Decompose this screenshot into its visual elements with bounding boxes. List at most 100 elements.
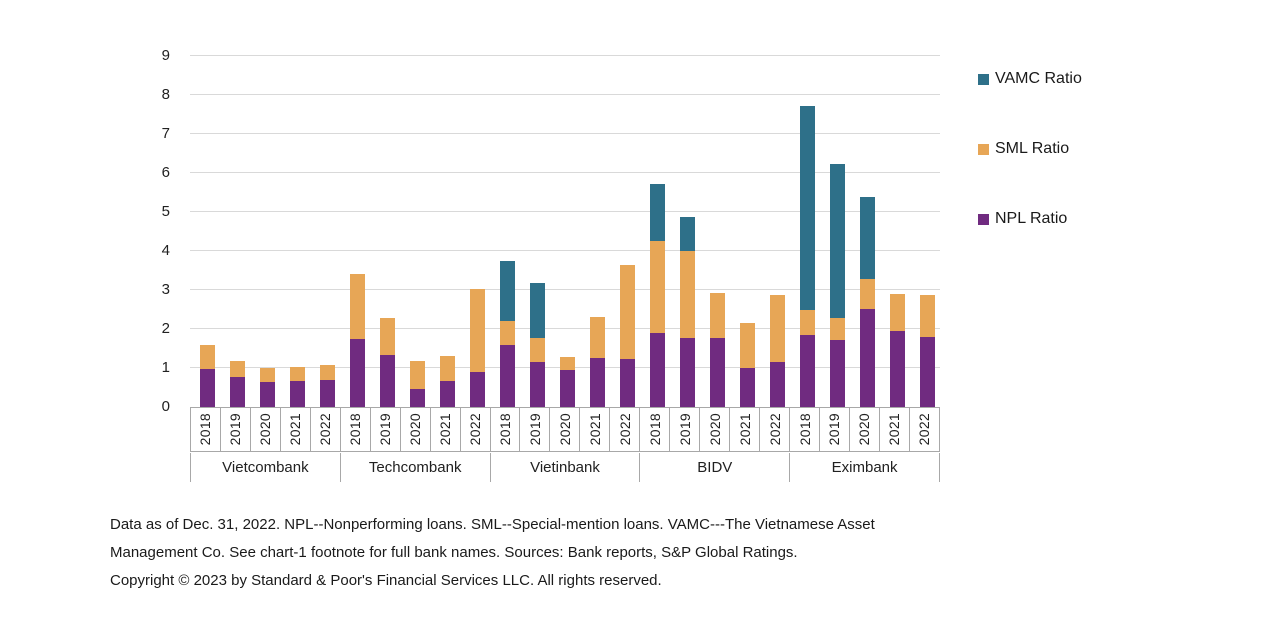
x-axis-group-label-bidv: BIDV [640,453,791,482]
x-axis-year-label-techcombank-2018: 2018 [341,408,371,451]
bar-segment-npl-bidv-2022 [770,361,785,407]
bar-segment-sml-bidv-2018 [650,240,665,333]
footnote-line: Copyright © 2023 by Standard & Poor's Fi… [110,572,662,589]
gridline-4 [190,250,940,251]
year-label-text: 2018 [796,413,813,446]
bar-segment-sml-vietcombank-2018 [200,344,215,369]
x-axis-year-label-vietcombank-2020: 2020 [251,408,281,451]
year-label-text: 2019 [526,413,543,446]
year-label-text: 2020 [706,413,723,446]
year-label-text: 2022 [467,413,484,446]
year-label-text: 2020 [856,413,873,446]
y-axis: 0 1 2 3 4 5 6 7 8 9 [138,47,180,415]
bar-segment-npl-vietcombank-2020 [260,382,275,407]
bar-segment-npl-techcombank-2022 [470,371,485,407]
bar-segment-sml-eximbank-2021 [890,293,905,331]
year-label-text: 2021 [736,413,753,446]
bar-segment-vamc-eximbank-2020 [860,197,875,280]
year-label-text: 2018 [497,413,513,446]
x-axis-year-label-techcombank-2019: 2019 [371,408,401,451]
y-axis-tick-label-8: 8 [161,86,170,103]
legend-label: NPL Ratio [995,210,1068,227]
x-axis-year-label-techcombank-2020: 2020 [401,408,431,451]
y-axis-tick-label-5: 5 [161,203,170,220]
bar-segment-sml-vietcombank-2019 [230,361,245,377]
year-label-text: 2022 [317,413,334,446]
x-axis-year-label-eximbank-2021: 2021 [880,408,910,451]
bar-segment-sml-vietinbank-2020 [560,357,575,371]
bar-segment-npl-techcombank-2018 [350,338,365,407]
legend-label: SML Ratio [995,140,1070,157]
x-axis-year-label-bidv-2021: 2021 [730,408,761,451]
bar-segment-sml-vietcombank-2022 [320,364,335,380]
x-axis-year-label-eximbank-2020: 2020 [850,408,880,451]
bar-segment-vamc-eximbank-2018 [800,105,815,311]
legend-item-npl-ratio: NPL Ratio [978,210,1082,228]
legend: VAMC Ratio SML Ratio NPL Ratio [978,70,1082,280]
bar-segment-sml-techcombank-2021 [440,355,455,382]
bar-segment-sml-bidv-2021 [740,323,755,368]
gridline-7 [190,133,940,134]
x-axis-year-row: 2018 2019 2020 2021 2022 2018 2019 2020 2021 2022… [190,407,940,452]
bar-segment-npl-vietcombank-2019 [230,376,245,407]
x-axis-year-label-eximbank-2022: 2022 [910,408,940,451]
y-axis-tick-label-7: 7 [161,125,170,142]
bar-segment-sml-techcombank-2020 [410,361,425,389]
bar-segment-npl-vietcombank-2022 [320,379,335,407]
x-axis-year-label-bidv-2022: 2022 [760,408,791,451]
bar-segment-sml-bidv-2020 [710,292,725,339]
year-label-text: 2022 [916,413,933,446]
x-axis-year-label-vietinbank-2019: 2019 [520,408,551,451]
bar-segment-vamc-eximbank-2019 [830,163,845,318]
bar-segment-sml-eximbank-2020 [860,279,875,309]
bar-segment-npl-techcombank-2020 [410,388,425,407]
bar-segment-vamc-vietinbank-2018 [500,260,515,322]
bar-segment-npl-bidv-2018 [650,332,665,407]
bar-segment-npl-eximbank-2021 [890,330,905,407]
x-axis-year-label-eximbank-2019: 2019 [820,408,850,451]
gridline-3 [190,289,940,290]
year-label-text: 2018 [197,413,214,446]
x-axis-year-label-bidv-2019: 2019 [670,408,701,451]
bar-segment-npl-vietinbank-2022 [620,359,635,407]
bar-segment-npl-eximbank-2019 [830,340,845,407]
year-label-text: 2019 [227,413,244,446]
x-axis-year-label-vietinbank-2018: 2018 [491,408,521,451]
x-axis-year-label-vietinbank-2022: 2022 [610,408,641,451]
bar-segment-npl-vietinbank-2019 [530,361,545,407]
bar-segment-npl-bidv-2019 [680,337,695,407]
year-label-text: 2020 [257,413,274,446]
bar-segment-sml-vietcombank-2021 [290,366,305,382]
bar-segment-npl-vietcombank-2018 [200,368,215,407]
bar-segment-sml-techcombank-2019 [380,318,395,356]
year-label-text: 2019 [676,413,693,446]
bar-segment-npl-eximbank-2018 [800,335,815,407]
bar-segment-sml-vietinbank-2022 [620,265,635,360]
bar-segment-vamc-bidv-2019 [680,217,695,252]
gridline-2 [190,328,940,329]
y-axis-tick-label-3: 3 [161,281,170,298]
bar-segment-vamc-vietinbank-2019 [530,283,545,338]
x-axis-year-label-vietinbank-2020: 2020 [550,408,581,451]
y-axis-tick-label-4: 4 [161,242,170,259]
x-axis-year-label-vietcombank-2021: 2021 [281,408,311,451]
x-axis-year-label-vietcombank-2018: 2018 [191,408,221,451]
bar-segment-npl-vietinbank-2021 [590,357,605,407]
gridline-5 [190,211,940,212]
y-axis-tick-label-9: 9 [161,47,170,64]
bar-segment-sml-eximbank-2019 [830,317,845,341]
bar-segment-sml-vietinbank-2021 [590,316,605,358]
bar-segment-npl-vietinbank-2020 [560,370,575,407]
bar-segment-sml-techcombank-2018 [350,274,365,339]
year-label-text: 2020 [556,413,573,446]
y-axis-tick-label-6: 6 [161,164,170,181]
x-axis-bank-group-row: Vietcombank Techcombank Vietinbank BIDV Exim… [190,453,940,482]
footnote-line: Management Co. See chart-1 footnote for … [110,544,798,561]
year-label-text: 2022 [616,413,633,446]
x-axis-year-label-bidv-2020: 2020 [700,408,731,451]
bar-segment-npl-eximbank-2022 [920,336,935,407]
year-label-text: 2021 [886,413,903,446]
x-axis-year-label-bidv-2018: 2018 [640,408,671,451]
x-axis-year-label-techcombank-2021: 2021 [431,408,461,451]
